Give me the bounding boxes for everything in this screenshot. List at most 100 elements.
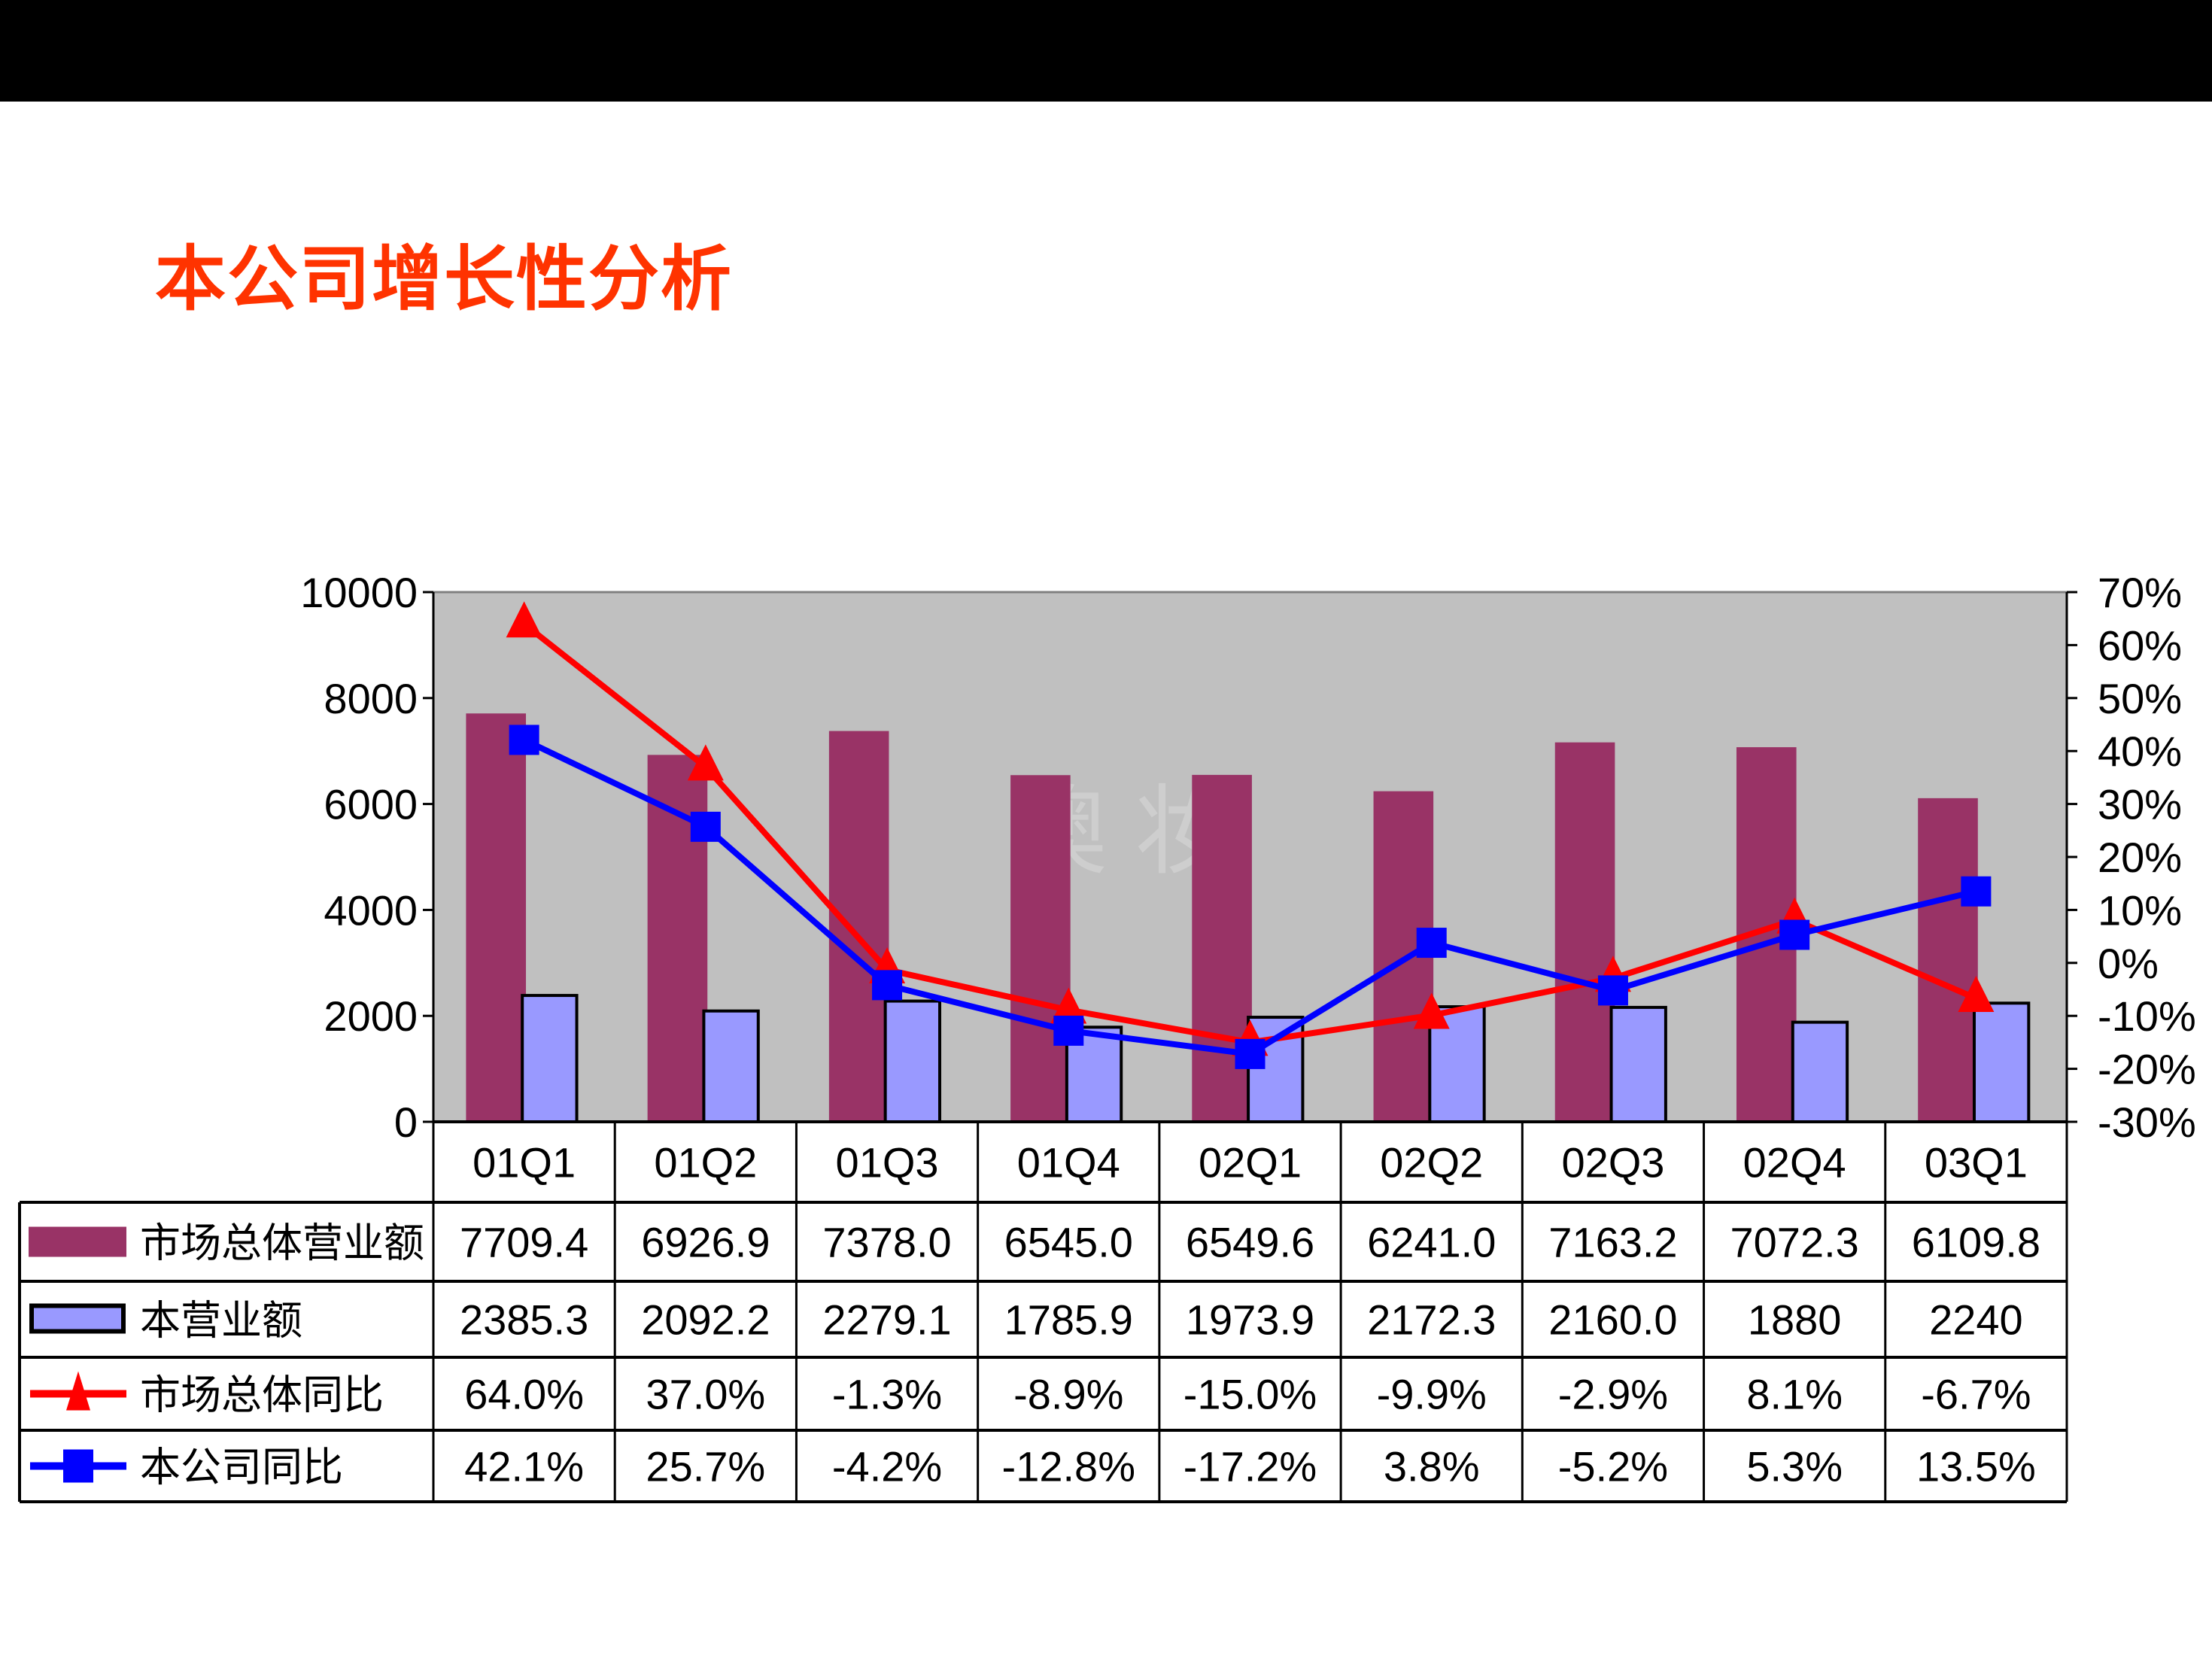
right-tick-label: -10% [2098,992,2196,1040]
marker-company-yoy [1961,876,1992,907]
category-label: 02Q3 [1561,1139,1664,1187]
table-cell: 25.7% [646,1443,765,1490]
marker-company-yoy [872,970,903,1001]
table-cell: 8.1% [1746,1371,1843,1418]
bar-company-revenue [883,999,942,1124]
marker-market-yoy [1958,975,1995,1012]
table-cell: 1880 [1748,1296,1842,1344]
table-cell: -8.9% [1013,1371,1123,1418]
table-cell: -12.8% [1002,1443,1135,1490]
table-cell: -17.2% [1183,1443,1317,1490]
table-cell: -15.0% [1183,1371,1317,1418]
table-cell: -9.9% [1377,1371,1487,1418]
legend-key-market-revenue [29,1226,126,1257]
table-cell: 2279.1 [822,1296,951,1344]
marker-company-yoy [1597,975,1628,1006]
left-tick-label: 2000 [324,992,418,1040]
marker-market-yoy [1413,992,1450,1029]
table-cell: -6.7% [1921,1371,2031,1418]
marker-market-yoy [1050,987,1087,1024]
legend-triangle-icon [66,1371,90,1411]
category-label: 02Q4 [1743,1139,1846,1187]
table-cell: 7163.2 [1548,1219,1677,1266]
series-name: 本营业额 [140,1299,302,1344]
table-cell: 7709.4 [460,1219,588,1266]
right-tick-label: 10% [2098,886,2182,934]
marker-market-yoy [687,744,724,781]
table-cell: 2172.3 [1367,1296,1496,1344]
right-tick-label: 20% [2098,834,2182,881]
series-name: 市场总体营业额 [140,1221,424,1266]
table-cell: 1973.9 [1186,1296,1314,1344]
category-label: 02Q2 [1380,1139,1483,1187]
table-cell: 2092.2 [641,1296,770,1344]
table-cell: -5.2% [1558,1443,1668,1490]
table-cell: 13.5% [1916,1443,2036,1490]
table-cell: 6545.0 [1004,1219,1133,1266]
table-cell: 7072.3 [1730,1219,1859,1266]
series-name: 市场总体同比 [140,1373,384,1418]
category-label: 01Q3 [836,1139,939,1187]
marker-market-yoy [506,601,542,638]
right-tick-label: 30% [2098,781,2182,828]
left-tick-label: 10000 [300,569,418,616]
table-cell: 37.0% [646,1371,765,1418]
right-tick-label: -30% [2098,1098,2196,1146]
category-label: 03Q1 [1925,1139,2028,1187]
bar-market-revenue [1554,742,1615,1122]
marker-company-yoy [1053,1015,1084,1046]
table-cell: 42.1% [464,1443,584,1490]
right-tick-label: 50% [2098,675,2182,722]
category-label: 02Q1 [1199,1139,1302,1187]
table-cell: 2385.3 [460,1296,588,1344]
left-tick-label: 8000 [324,675,418,722]
bar-market-revenue [1192,774,1252,1122]
table-cell: -4.2% [832,1443,942,1490]
series-name: 本公司同比 [140,1445,343,1490]
right-tick-label: 40% [2098,728,2182,775]
category-label: 01Q4 [1017,1139,1120,1187]
left-tick-label: 6000 [324,781,418,828]
table-cell: 6109.8 [1912,1219,2040,1266]
legend-key-company-revenue [29,1303,126,1334]
table-cell: 6241.0 [1367,1219,1496,1266]
category-label: 01Q1 [472,1139,576,1187]
right-tick-label: 0% [2098,940,2159,987]
table-cell: 2240 [1929,1296,2023,1344]
table-cell: 2160.0 [1548,1296,1677,1344]
table-cell: -1.3% [832,1371,942,1418]
left-tick-label: 0 [394,1098,418,1146]
legend-square-icon [63,1449,93,1483]
marker-company-yoy [1235,1038,1266,1069]
marker-company-yoy [509,725,539,755]
table-cell: -2.9% [1558,1371,1668,1418]
right-tick-label: 70% [2098,569,2182,616]
bar-market-revenue [466,713,527,1122]
bar-company-revenue [521,994,579,1123]
marker-company-yoy [1779,919,1810,950]
table-cell: 6549.6 [1186,1219,1314,1266]
table-cell: 64.0% [464,1371,584,1418]
bar-market-revenue [828,731,889,1122]
right-tick-label: 60% [2098,621,2182,669]
table-cell: 1785.9 [1004,1296,1133,1344]
bar-company-revenue [1972,1001,2031,1123]
page-title: 本公司增长性分析 [155,239,734,321]
bar-company-revenue [1609,1005,1667,1124]
bar-market-revenue [1918,798,1978,1122]
table-cell: 5.3% [1746,1443,1843,1490]
right-tick-label: -20% [2098,1046,2196,1093]
left-tick-label: 4000 [324,886,418,934]
top-black-bar [0,0,2212,102]
bar-market-revenue [647,755,708,1122]
table-cell: 6926.9 [641,1219,770,1266]
marker-company-yoy [1416,928,1447,959]
table-cell: 3.8% [1384,1443,1480,1490]
bar-market-revenue [1010,775,1071,1122]
bar-company-revenue [1791,1020,1849,1123]
table-cell: 7378.0 [822,1219,951,1266]
marker-company-yoy [690,811,721,842]
category-label: 01Q2 [654,1139,757,1187]
bar-company-revenue [702,1009,760,1123]
